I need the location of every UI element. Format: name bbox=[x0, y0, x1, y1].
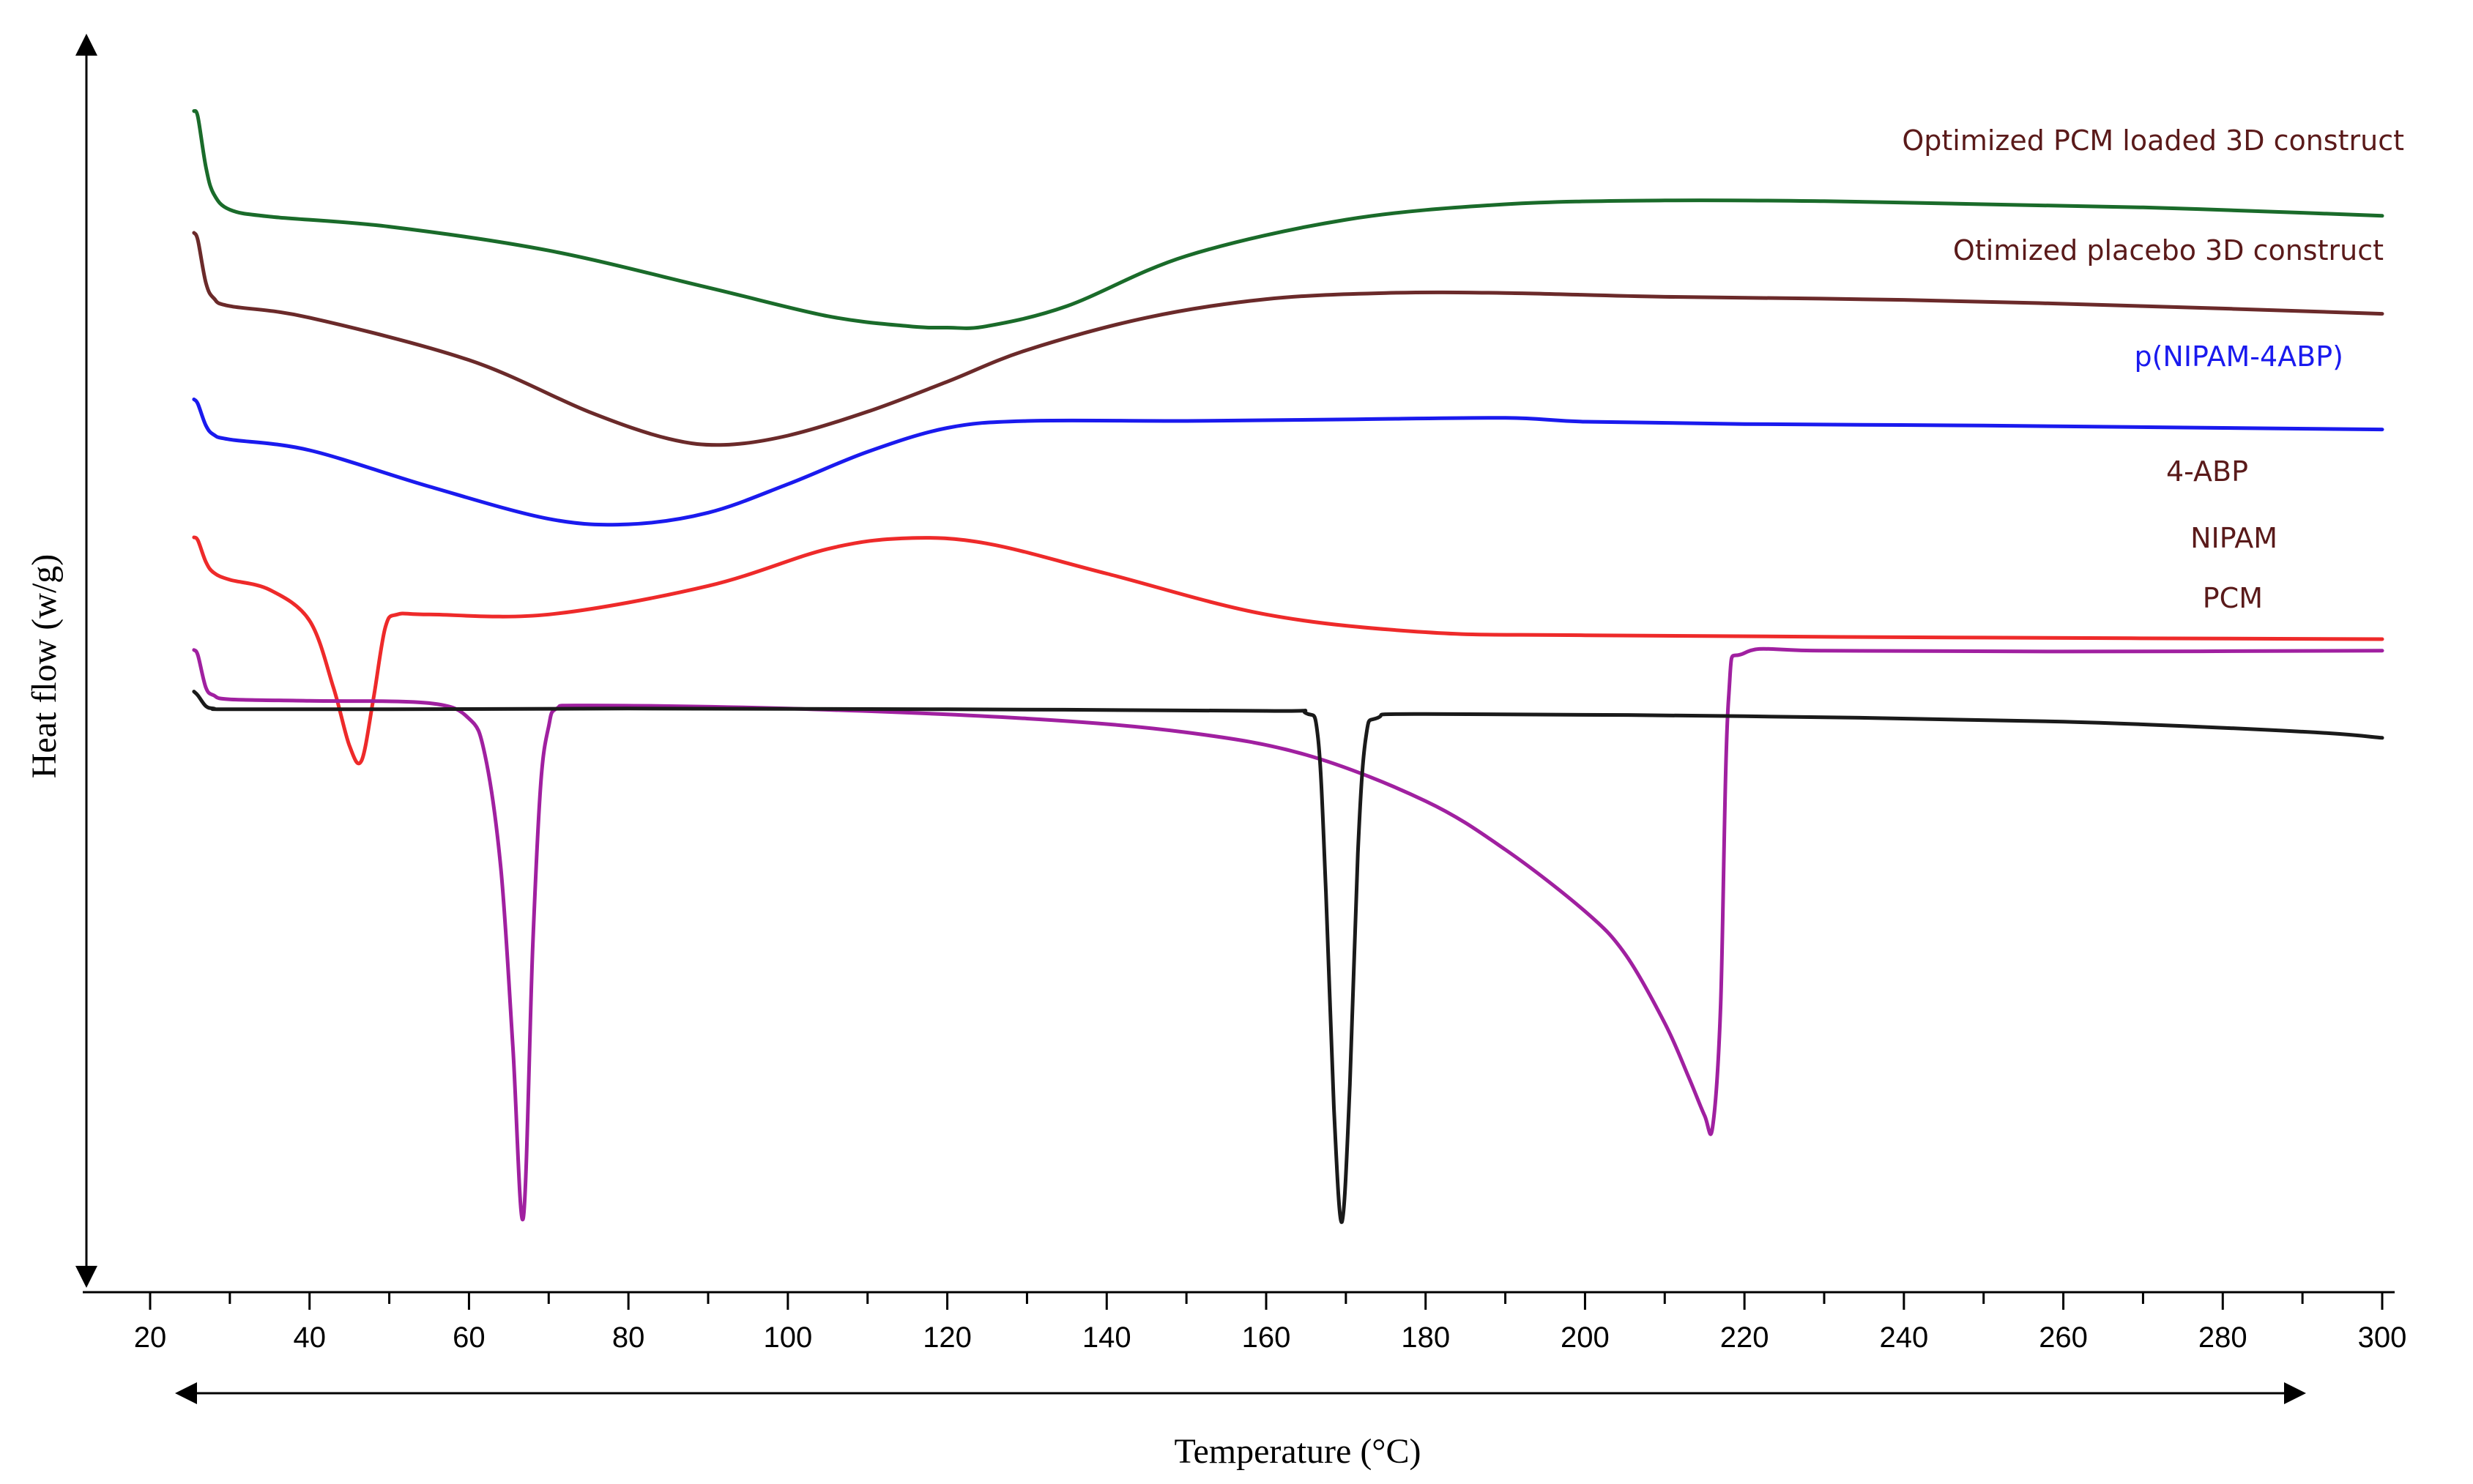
x-tick-label-20: 20 bbox=[134, 1321, 167, 1354]
x-axis-tick-labels: 20 40 60 80 100 120 140 160 180 200 220 240 260 280 30… bbox=[134, 1321, 2407, 1354]
series-line-4 bbox=[192, 535, 2384, 766]
x-tick-label-140: 140 bbox=[1082, 1321, 1131, 1354]
series-label-2: Otimized placebo 3D construct bbox=[1953, 234, 2384, 266]
x-tick-label-220: 220 bbox=[1720, 1321, 1769, 1354]
x-tick-label-60: 60 bbox=[453, 1321, 486, 1354]
series-label-6: PCM bbox=[2203, 582, 2263, 614]
x-tick-label-300: 300 bbox=[2358, 1321, 2407, 1354]
x-tick-label-120: 120 bbox=[923, 1321, 972, 1354]
series-label-1: Optimized PCM loaded 3D construct bbox=[1902, 124, 2404, 157]
x-tick-label-100: 100 bbox=[763, 1321, 812, 1354]
x-tick-label-280: 280 bbox=[2198, 1321, 2247, 1354]
x-tick-label-260: 260 bbox=[2039, 1321, 2088, 1354]
x-tick-label-80: 80 bbox=[612, 1321, 645, 1354]
series-curves bbox=[192, 109, 2384, 1224]
x-tick-label-160: 160 bbox=[1242, 1321, 1291, 1354]
series-label-5: NIPAM bbox=[2190, 522, 2277, 554]
series-line-2 bbox=[192, 231, 2384, 447]
y-axis-title: Heat flow (w/g) bbox=[25, 554, 64, 779]
x-axis-ticks bbox=[149, 1292, 2384, 1310]
series-line-3 bbox=[192, 398, 2384, 527]
series-label-3: p(NIPAM-4ABP) bbox=[2134, 340, 2343, 373]
x-tick-label-200: 200 bbox=[1561, 1321, 1610, 1354]
x-tick-label-180: 180 bbox=[1401, 1321, 1450, 1354]
x-tick-label-240: 240 bbox=[1879, 1321, 1928, 1354]
x-axis-title: Temperature (°C) bbox=[1174, 1432, 1421, 1471]
series-line-1 bbox=[192, 109, 2384, 330]
series-labels: Optimized PCM loaded 3D construct Otimize… bbox=[1902, 124, 2404, 614]
x-tick-label-40: 40 bbox=[293, 1321, 326, 1354]
series-line-5 bbox=[192, 646, 2384, 1222]
series-line-6 bbox=[192, 690, 2384, 1224]
series-label-4: 4-ABP bbox=[2166, 455, 2248, 488]
